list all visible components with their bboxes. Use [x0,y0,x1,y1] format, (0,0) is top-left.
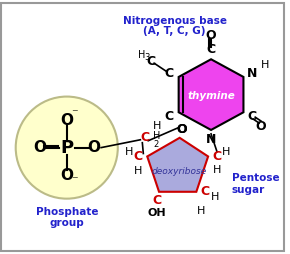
Polygon shape [147,138,208,192]
Text: O: O [256,120,267,133]
Text: H: H [134,166,143,176]
Text: O: O [33,140,46,155]
Text: O: O [206,29,216,42]
Text: C: C [147,55,156,68]
Polygon shape [179,59,243,130]
Text: Nitrogenous base: Nitrogenous base [123,16,227,26]
Text: N: N [206,133,216,146]
Text: O: O [60,168,73,183]
Text: C: C [248,110,257,123]
Text: O: O [176,123,187,136]
Text: O: O [176,123,187,136]
Text: H: H [153,121,161,131]
Text: OH: OH [148,208,166,218]
Text: Pentose
sugar: Pentose sugar [232,173,279,195]
Text: H: H [211,192,219,202]
Text: ⁻: ⁻ [71,174,78,187]
Text: H: H [138,50,145,60]
Text: 2: 2 [153,140,158,149]
Text: C: C [153,194,162,207]
Text: C: C [206,43,216,56]
Text: thymine: thymine [187,91,235,101]
Text: deoxyribose: deoxyribose [152,167,207,176]
Text: ⁻: ⁻ [71,107,78,120]
Text: C: C [164,110,173,123]
Text: C: C [212,150,222,163]
Text: 3: 3 [144,53,150,62]
Text: H: H [222,147,230,156]
Text: H: H [153,131,160,141]
Text: C: C [201,185,210,198]
Text: H: H [197,207,205,216]
FancyBboxPatch shape [1,3,284,251]
Text: C: C [164,67,173,80]
Circle shape [16,97,118,199]
Text: O: O [88,140,101,155]
Text: C: C [134,150,143,163]
Text: H: H [124,147,133,156]
Text: (A, T, C, G): (A, T, C, G) [144,26,206,36]
Text: N: N [247,67,258,80]
Text: Phosphate
group: Phosphate group [35,207,98,228]
Text: P: P [60,139,73,157]
Text: H: H [213,165,221,175]
Text: C: C [141,131,150,144]
Text: O: O [60,113,73,128]
Text: H: H [261,60,269,70]
